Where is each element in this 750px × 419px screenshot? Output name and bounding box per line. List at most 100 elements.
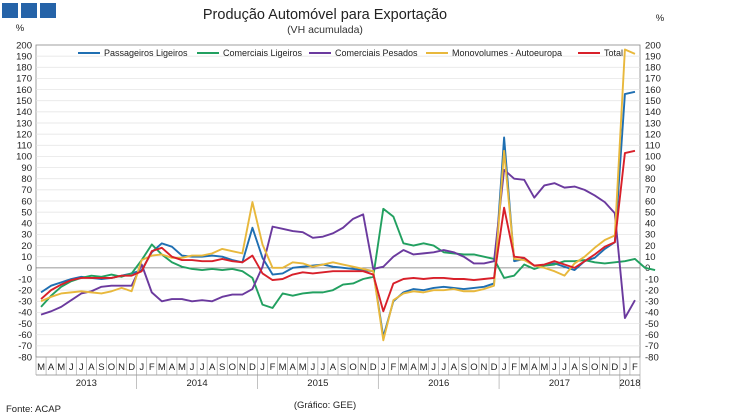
y-tick-label-left: 90 (21, 163, 32, 174)
legend-label: Comerciais Ligeiros (223, 48, 303, 58)
y-tick-label-left: 150 (16, 96, 32, 107)
month-label: J (200, 362, 205, 373)
y-tick-label-left: 50 (21, 207, 32, 218)
month-label: D (611, 362, 618, 373)
y-tick-label-left: -60 (18, 330, 32, 341)
series-line-total (40, 149, 636, 313)
y-tick-label-left: 160 (16, 85, 32, 96)
y-tick-label-right: 60 (645, 196, 656, 207)
month-label: J (502, 362, 507, 373)
month-label: F (390, 362, 396, 373)
month-label: S (461, 362, 467, 373)
y-tick-label-right: 140 (645, 107, 661, 118)
month-label: J (310, 362, 315, 373)
month-label: J (260, 362, 265, 373)
chart-subtitle: (VH acumulada) (287, 24, 363, 36)
y-tick-label-right: 170 (645, 74, 661, 85)
credit-note: (Gráfico: GEE) (294, 400, 356, 411)
y-axis-label-left: % (16, 23, 25, 34)
month-label: J (431, 362, 436, 373)
y-tick-label-left: -30 (18, 297, 32, 308)
month-label: M (399, 362, 407, 373)
y-tick-label-left: 20 (21, 241, 32, 252)
y-tick-label-right: -30 (645, 297, 659, 308)
month-label: J (441, 362, 446, 373)
y-tick-label-left: -70 (18, 341, 32, 352)
logo-square-1 (2, 3, 18, 18)
month-label: M (540, 362, 548, 373)
y-tick-label-right: 80 (645, 174, 656, 185)
year-label: 2017 (549, 378, 570, 389)
month-label: S (581, 362, 587, 373)
month-label: M (279, 362, 287, 373)
y-tick-label-left: 170 (16, 74, 32, 85)
legend-label: Total (604, 48, 623, 58)
y-tick-label-left: -50 (18, 319, 32, 330)
month-label: F (149, 362, 155, 373)
series-lines (40, 48, 656, 342)
y-tick-label-right: -40 (645, 308, 659, 319)
logo-square-3 (40, 3, 56, 18)
year-label: 2014 (186, 378, 207, 389)
y-tick-label-right: 30 (645, 230, 656, 241)
month-label: S (219, 362, 225, 373)
y-tick-label-left: 110 (17, 141, 32, 152)
y-axis-label-right: % (656, 13, 665, 24)
y-tick-label-right: 150 (645, 96, 661, 107)
month-label: N (360, 362, 367, 373)
y-tick-label-right: -10 (645, 274, 659, 285)
month-label: J (562, 362, 567, 373)
y-tick-label-right: 90 (645, 163, 656, 174)
month-label: D (249, 362, 256, 373)
source-note: Fonte: ACAP (6, 404, 61, 415)
logo-square-2 (21, 3, 37, 18)
y-tick-label-left: 40 (21, 219, 32, 230)
month-label: A (169, 362, 176, 373)
y-tick-label-right: 160 (645, 85, 661, 96)
y-tick-label-right: 50 (645, 207, 656, 218)
series-line-comerciais-pesados (40, 168, 636, 319)
y-tick-label-left: 180 (16, 63, 32, 74)
month-label: N (601, 362, 608, 373)
y-tick-label-right: -50 (645, 319, 659, 330)
y-tick-label-right: 110 (645, 141, 660, 152)
series-line-comerciais-ligeiros (40, 207, 656, 309)
month-label: A (410, 362, 417, 373)
y-tick-label-right: 130 (645, 118, 661, 129)
y-tick-label-left: 100 (16, 152, 32, 163)
month-label: M (178, 362, 186, 373)
month-label: O (591, 362, 598, 373)
year-label: 2016 (428, 378, 449, 389)
gridlines (36, 55, 640, 347)
month-label: A (451, 362, 458, 373)
month-label: A (531, 362, 538, 373)
month-label: O (229, 362, 236, 373)
month-label: J (552, 362, 557, 373)
month-label: A (209, 362, 216, 373)
chart-title: Produção Automóvel para Exportação (203, 7, 447, 23)
month-label: O (349, 362, 356, 373)
y-tick-label-left: -80 (18, 352, 32, 363)
month-label: O (470, 362, 477, 373)
month-label: M (420, 362, 428, 373)
month-label: J (69, 362, 74, 373)
month-label: J (623, 362, 628, 373)
month-label: S (98, 362, 104, 373)
y-tick-label-left: 140 (16, 107, 32, 118)
year-label: 2013 (76, 378, 97, 389)
y-tick-label-right: -70 (645, 341, 659, 352)
legend-label: Comerciais Pesados (335, 48, 418, 58)
month-label: J (321, 362, 326, 373)
series-line-monovolumes-autoeuropa (40, 48, 636, 342)
month-label: N (118, 362, 125, 373)
year-label: 2018 (619, 378, 640, 389)
y-tick-label-left: -40 (18, 308, 32, 319)
legend-label: Passageiros Ligeiros (104, 48, 188, 58)
y-tick-label-left: -20 (18, 285, 32, 296)
month-label: A (330, 362, 337, 373)
logo (2, 3, 56, 18)
month-label: A (88, 362, 95, 373)
y-tick-label-left: -10 (18, 274, 32, 285)
month-label: J (79, 362, 84, 373)
